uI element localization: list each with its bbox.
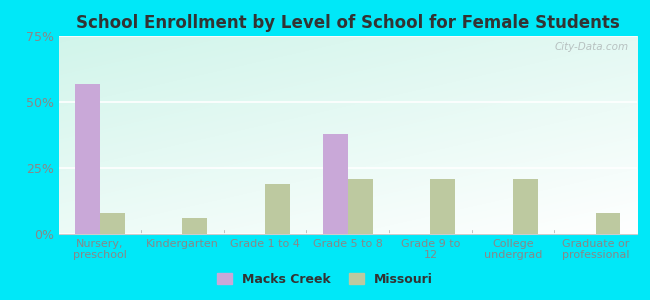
- Bar: [100, 213, 125, 234]
- Text: City-Data.com: City-Data.com: [554, 42, 629, 52]
- Bar: [348, 178, 372, 234]
- Bar: [75, 83, 100, 234]
- Bar: [430, 178, 455, 234]
- Legend: Macks Creek, Missouri: Macks Creek, Missouri: [212, 268, 438, 291]
- Bar: [595, 213, 621, 234]
- Title: School Enrollment by Level of School for Female Students: School Enrollment by Level of School for…: [76, 14, 619, 32]
- Bar: [513, 178, 538, 234]
- Bar: [265, 184, 290, 234]
- Bar: [323, 134, 348, 234]
- Bar: [183, 218, 207, 234]
